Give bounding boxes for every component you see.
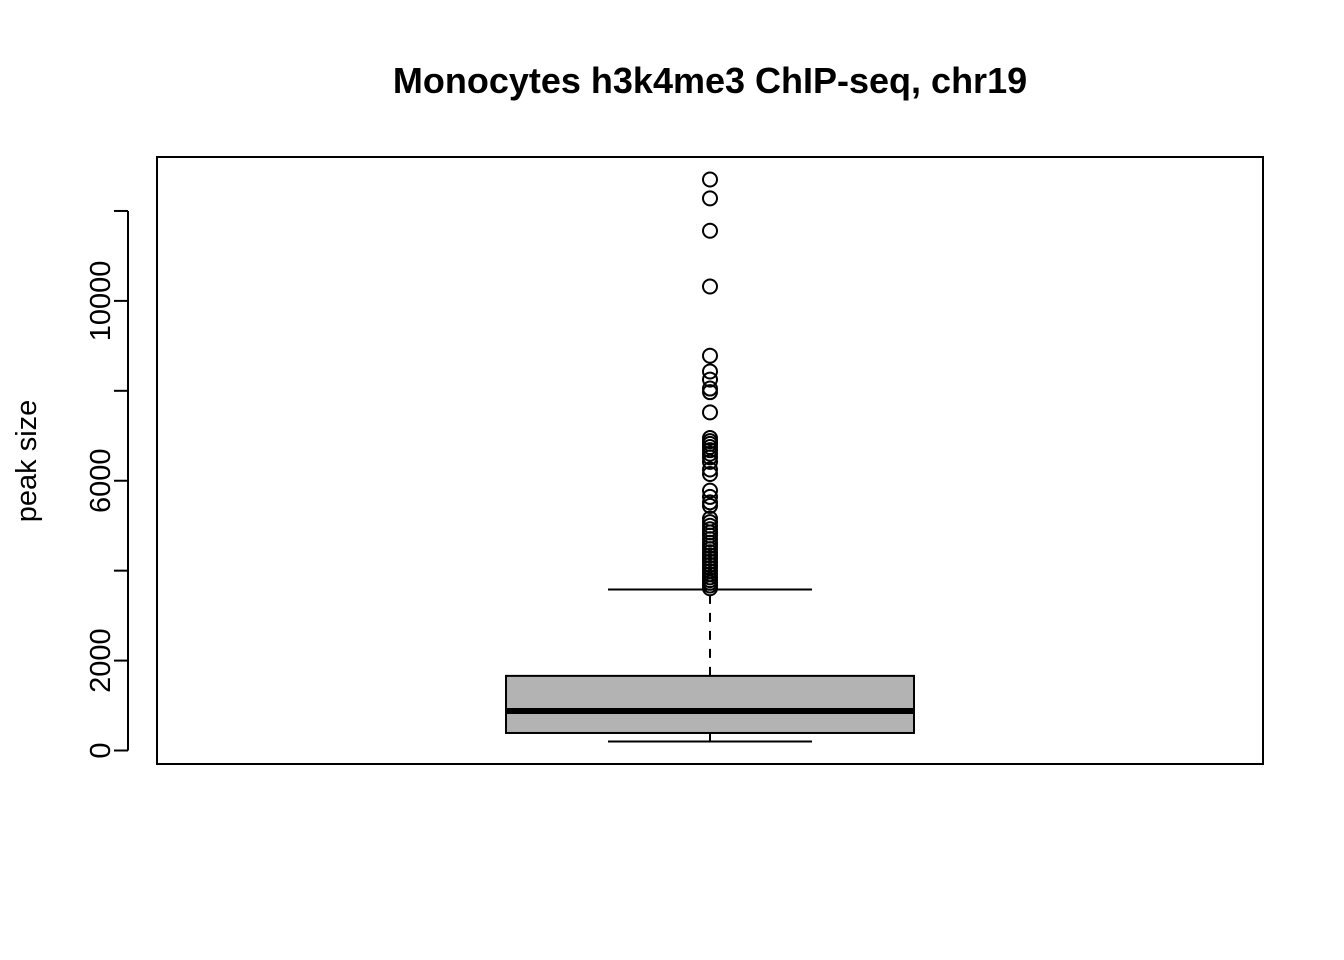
outlier-point	[702, 580, 718, 597]
outlier-point	[702, 488, 718, 505]
outlier-point	[702, 461, 718, 478]
y-tick-label: 2000	[85, 628, 117, 693]
outlier-point	[702, 453, 718, 470]
outlier-point	[702, 449, 718, 466]
outlier-point	[702, 465, 718, 482]
chart-title: Monocytes h3k4me3 ChIP-seq, chr19	[393, 60, 1027, 101]
outlier-point	[702, 404, 718, 421]
outlier-point	[702, 278, 718, 295]
outlier-point	[702, 347, 718, 364]
box-plot	[505, 588, 915, 743]
outlier-point	[702, 384, 718, 401]
outlier-point	[702, 497, 718, 514]
y-axis-label: peak size	[11, 400, 43, 523]
outlier-points	[702, 171, 718, 597]
y-tick-label: 0	[85, 742, 117, 758]
y-tick-label: 10000	[85, 261, 117, 342]
outlier-point	[702, 371, 718, 388]
y-tick-label: 6000	[85, 448, 117, 513]
outlier-point	[702, 222, 718, 239]
plot-frame	[156, 156, 1264, 765]
y-axis: 0 2000 6000 10000	[85, 209, 129, 759]
outlier-point	[702, 190, 718, 207]
outlier-point	[702, 171, 718, 188]
interquartile-box	[505, 674, 915, 734]
outlier-point	[702, 363, 718, 380]
outlier-point	[702, 482, 718, 499]
